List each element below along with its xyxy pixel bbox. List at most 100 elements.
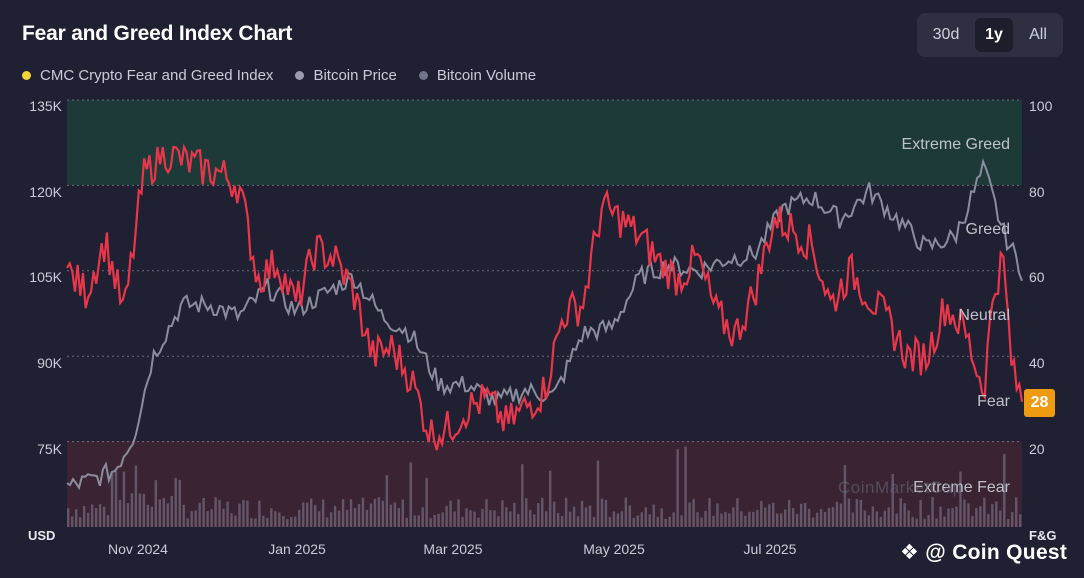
volume-bar xyxy=(1019,514,1022,527)
volume-bar xyxy=(449,500,452,527)
volume-bar xyxy=(529,509,532,527)
volume-bar xyxy=(258,500,261,527)
range-selector: 30d 1y All xyxy=(917,13,1063,57)
volume-bar xyxy=(636,515,640,527)
volume-bar xyxy=(656,516,659,527)
volume-bar xyxy=(333,505,337,527)
volume-bar xyxy=(764,507,767,527)
volume-bar xyxy=(413,515,416,527)
volume-bar xyxy=(700,517,703,527)
volume-bar xyxy=(226,501,229,527)
volume-bar xyxy=(887,507,890,527)
volume-bar xyxy=(803,502,807,527)
volume-bar xyxy=(672,512,675,527)
volume-bar xyxy=(82,506,86,527)
volume-bar xyxy=(604,499,608,527)
volume-bar xyxy=(716,503,719,527)
volume-bar xyxy=(859,499,863,527)
volume-bar xyxy=(720,513,723,527)
volume-bar xyxy=(891,474,894,527)
volume-bar xyxy=(919,499,922,527)
volume-bar xyxy=(437,513,440,527)
chart-title: Fear and Greed Index Chart xyxy=(22,22,293,45)
volume-bar xyxy=(708,498,711,527)
volume-bar xyxy=(365,509,369,527)
volume-bar xyxy=(863,510,867,527)
volume-bar xyxy=(98,504,102,527)
volume-bar xyxy=(927,514,930,527)
xtick: Jul 2025 xyxy=(743,541,797,557)
volume-bar xyxy=(664,518,667,527)
y-axis-unit-right: F&G xyxy=(1029,528,1057,543)
volume-bar xyxy=(493,510,496,527)
volume-bar xyxy=(971,516,974,527)
volume-bar xyxy=(78,517,82,527)
volume-bar xyxy=(963,499,966,527)
volume-bar xyxy=(425,477,428,527)
volume-bar xyxy=(600,498,604,527)
volume-bar xyxy=(67,508,70,527)
volume-bar xyxy=(505,507,508,527)
volume-bar xyxy=(305,502,309,527)
volume-bar xyxy=(740,511,743,527)
y-axis-unit-left: USD xyxy=(28,528,56,543)
volume-bar xyxy=(162,498,165,527)
legend-dot-icon xyxy=(22,70,31,80)
volume-bar xyxy=(218,499,221,527)
brand-name: Coin Quest xyxy=(952,541,1068,564)
volume-bar xyxy=(628,505,632,527)
volume-bar xyxy=(867,515,871,527)
zone-label-neutral: Neutral xyxy=(958,307,1010,324)
brand-logo: ❖ @ Coin Quest xyxy=(900,540,1067,565)
volume-bar xyxy=(401,499,404,527)
volume-bar xyxy=(421,507,424,527)
volume-bar xyxy=(799,503,803,527)
volume-bar xyxy=(309,498,313,527)
volume-bar xyxy=(979,506,982,527)
volume-bar xyxy=(313,504,317,527)
volume-bar xyxy=(688,502,691,527)
volume-bar xyxy=(138,493,142,527)
volume-bar xyxy=(620,511,624,527)
range-1y-button[interactable]: 1y xyxy=(975,18,1013,52)
volume-bar xyxy=(294,516,297,527)
legend-item-fng[interactable]: CMC Crypto Fear and Greed Index xyxy=(22,67,273,84)
range-30d-button[interactable]: 30d xyxy=(932,26,960,43)
volume-bar xyxy=(222,508,225,527)
volume-bar xyxy=(871,506,875,527)
volume-bar xyxy=(748,511,751,527)
volume-bars xyxy=(67,446,1022,527)
volume-bar xyxy=(369,503,373,527)
volume-bar xyxy=(349,499,353,527)
volume-bar xyxy=(86,512,90,527)
volume-bar xyxy=(166,503,169,527)
volume-bar xyxy=(433,514,436,527)
volume-bar xyxy=(839,503,843,527)
volume-bar xyxy=(684,446,687,527)
volume-bar xyxy=(883,510,886,527)
volume-bar xyxy=(823,511,827,527)
volume-bar xyxy=(282,515,285,527)
volume-bar xyxy=(632,517,636,527)
volume-bar xyxy=(728,513,731,527)
ytick-left: 135K xyxy=(29,98,62,114)
range-all-button[interactable]: All xyxy=(1029,26,1047,43)
legend-item-volume[interactable]: Bitcoin Volume xyxy=(418,67,536,84)
volume-bar xyxy=(517,513,520,527)
volume-bar xyxy=(262,515,265,527)
volume-bar xyxy=(198,502,201,527)
legend-item-price[interactable]: Bitcoin Price xyxy=(295,67,397,84)
volume-bar xyxy=(118,499,122,527)
volume-bar xyxy=(1003,454,1006,527)
volume-bar xyxy=(668,516,671,527)
legend: CMC Crypto Fear and Greed Index Bitcoin … xyxy=(22,65,558,85)
volume-bar xyxy=(525,498,528,527)
volume-bar xyxy=(278,512,281,527)
volume-bar xyxy=(999,510,1002,527)
volume-bar xyxy=(648,514,651,527)
volume-bar xyxy=(485,499,488,527)
volume-bar xyxy=(552,501,556,527)
volume-bar xyxy=(811,517,815,527)
current-value-badge: 28 xyxy=(1024,389,1055,417)
